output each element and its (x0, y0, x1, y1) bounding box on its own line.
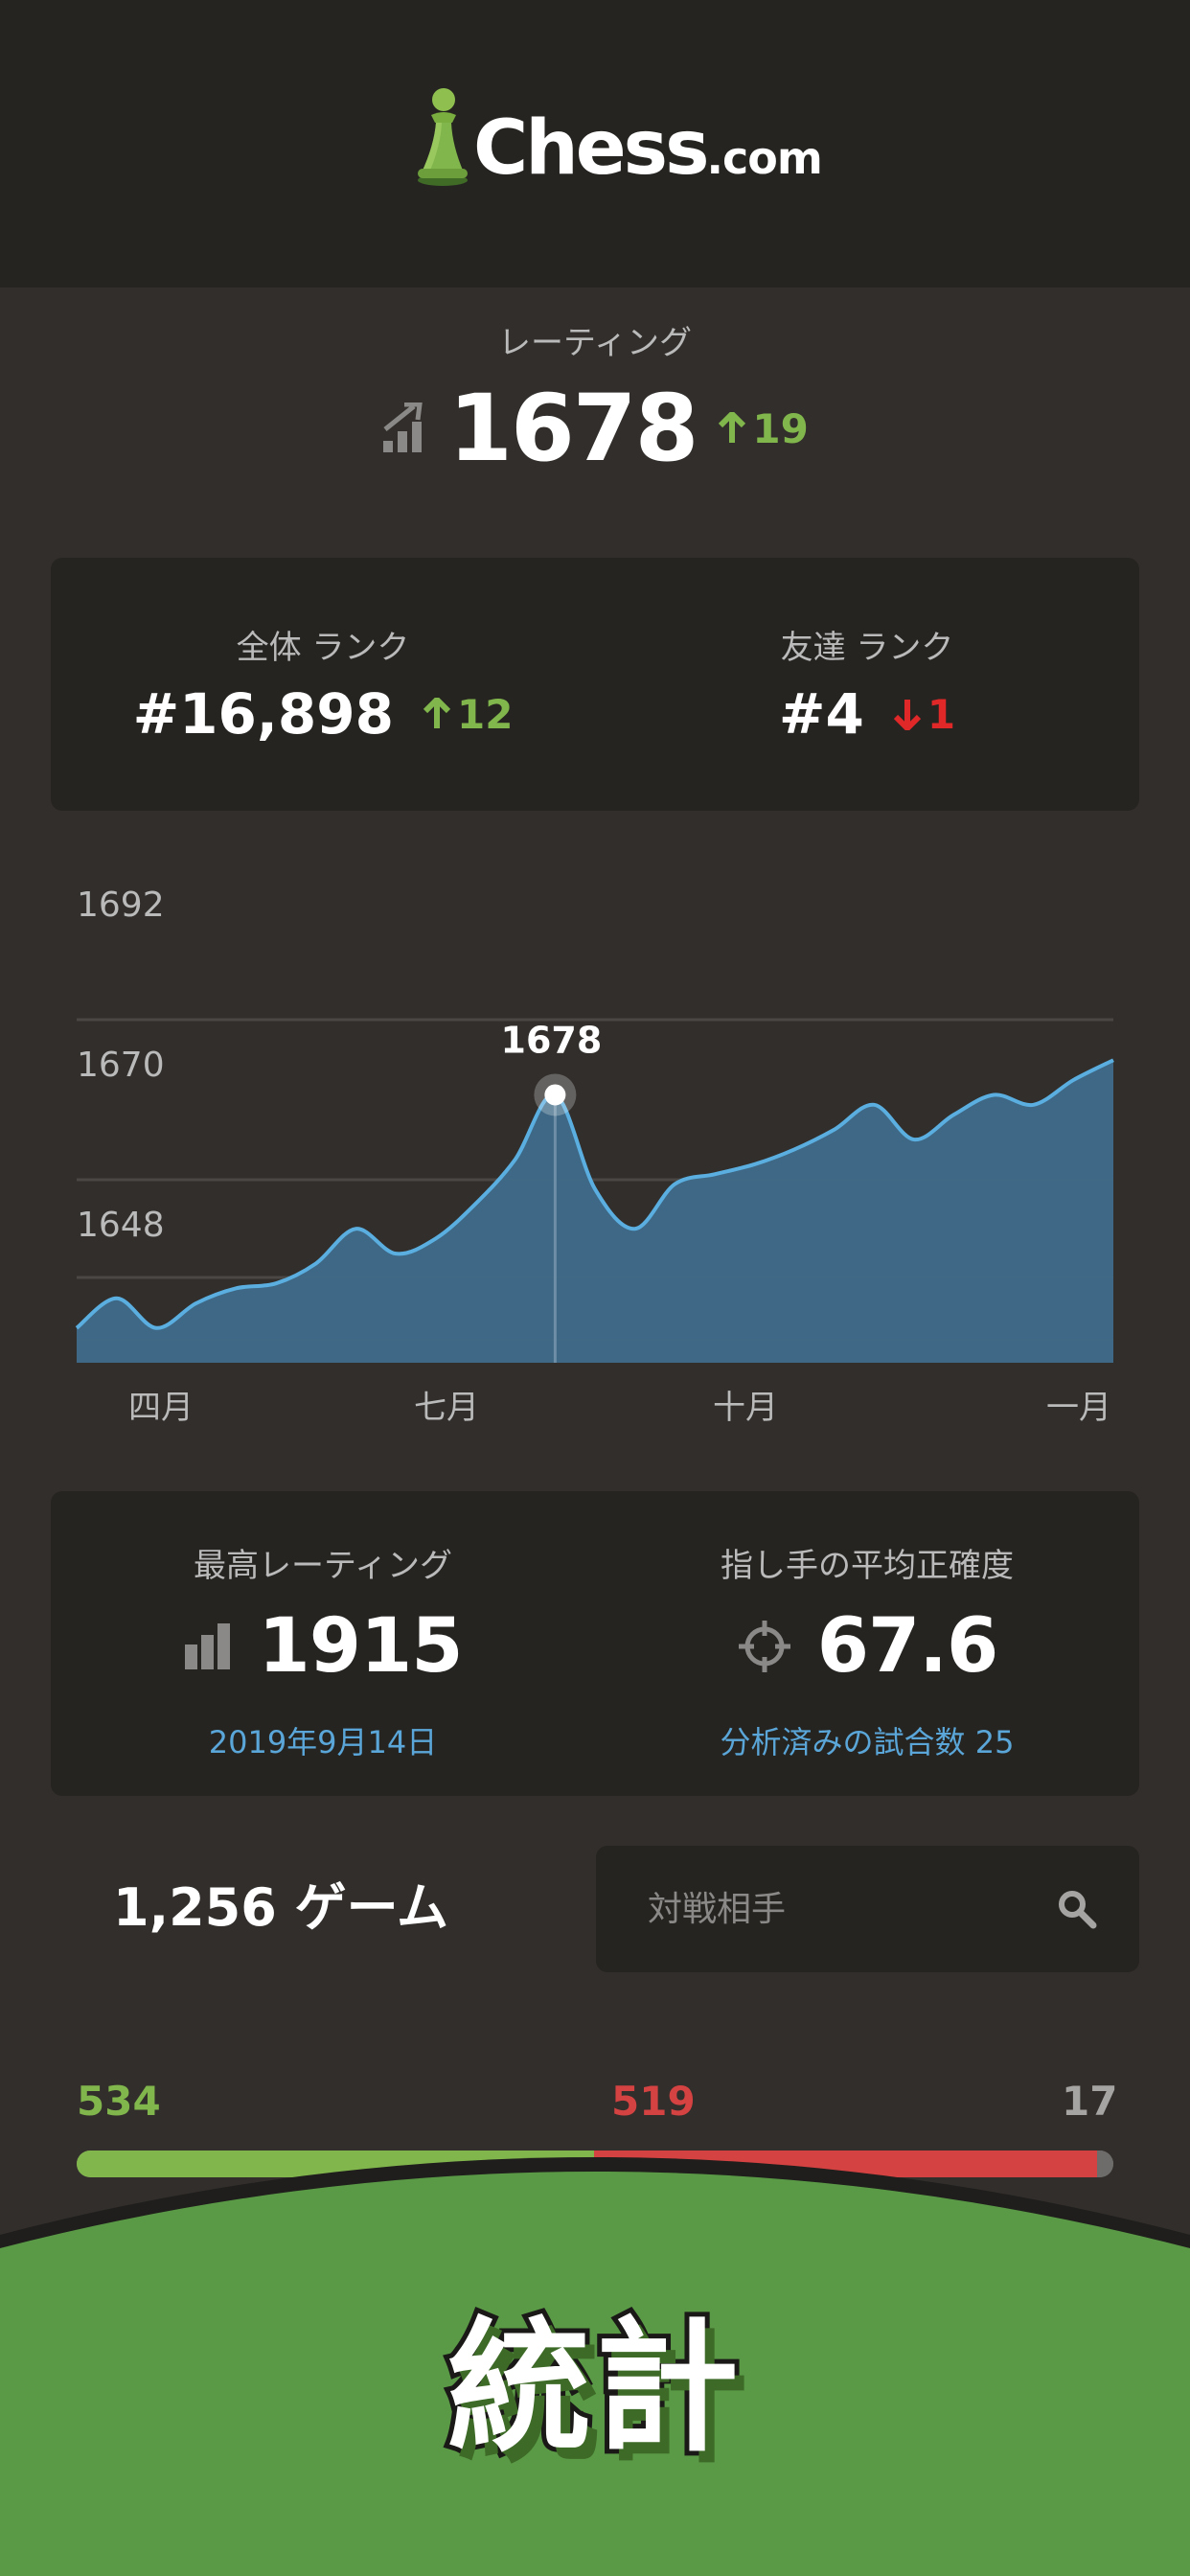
opponent-search-input[interactable] (648, 1889, 1012, 1929)
arrow-up-icon (719, 412, 746, 443)
analyzed-games-count[interactable]: 分析済みの試合数 25 (720, 1724, 1015, 1760)
friends-rank-label: 友達 ランク (780, 629, 954, 667)
best-rating-label: 最高レーティング (194, 1547, 452, 1585)
y-tick-label: 1648 (77, 1206, 165, 1245)
highlight-point (544, 1084, 566, 1106)
rating-change-value: 19 (752, 404, 809, 452)
arrow-up-icon (423, 698, 451, 728)
rank-card: 全体 ランク #16,898 12 友達 ランク #4 1 (51, 558, 1139, 811)
global-rank-label: 全体 ランク (236, 629, 410, 667)
y-tick-label: 1670 (77, 1046, 165, 1085)
promo-title: 統計 (443, 2300, 744, 2476)
rating-history-chart[interactable]: 1692 1670 1648 1678 四月 七月 十月 一月 (0, 834, 1190, 1447)
y-tick-label: 1692 (77, 886, 165, 925)
rating-area (77, 1060, 1113, 1363)
logo-text-main: Chess (473, 105, 710, 192)
rating-chart-svg[interactable]: 1692 1670 1648 1678 四月 七月 十月 一月 (0, 834, 1190, 1447)
games-count: 1,256 ゲーム (113, 1877, 448, 1938)
best-rating-date[interactable]: 2019年9月14日 (208, 1724, 438, 1760)
draws-count: 17 (1062, 2078, 1118, 2125)
arrow-down-icon (893, 700, 921, 730)
global-rank-change: 12 (423, 691, 513, 738)
stats-card: 最高レーティング 1915 2019年9月14日 指し手の平均正確度 67.6 … (51, 1491, 1139, 1796)
draws-bar-segment (1096, 2150, 1113, 2177)
trend-up-icon (383, 402, 423, 452)
rating-label: レーティング (498, 324, 692, 362)
average-accuracy[interactable]: 指し手の平均正確度 67.6 分析済みの試合数 25 (595, 1539, 1139, 1762)
best-rating-row: 1915 (51, 1603, 595, 1690)
logo-text-domain: .com (706, 132, 823, 184)
x-tick-label: 十月 (713, 1389, 778, 1427)
current-rating: レーティング 1678 19 (0, 316, 1190, 482)
accuracy-label: 指し手の平均正確度 (721, 1547, 1014, 1585)
search-icon[interactable] (1057, 1889, 1097, 1929)
global-rank-value: #16,898 (132, 681, 394, 747)
pawn-logo-icon (418, 88, 468, 186)
accuracy-value: 67.6 (816, 1603, 998, 1690)
wins-count: 534 (77, 2078, 161, 2125)
x-tick-label: 四月 (128, 1389, 194, 1427)
x-tick-label: 一月 (1046, 1389, 1111, 1427)
bar-chart-icon (185, 1623, 231, 1669)
global-rank[interactable]: 全体 ランク #16,898 12 (51, 621, 595, 747)
logo-wordmark: Chess.com (473, 111, 823, 186)
rating-change: 19 (718, 404, 809, 452)
rating-row: 1678 19 (0, 375, 1190, 482)
rating-value: 1678 (448, 375, 698, 482)
global-rank-row: #16,898 12 (51, 681, 595, 747)
friends-rank[interactable]: 友達 ランク #4 1 (595, 621, 1139, 747)
app-header: Chess.com (0, 0, 1190, 288)
losses-count: 519 (611, 2078, 696, 2125)
highlight-label: 1678 (501, 1019, 603, 1061)
friends-rank-change-value: 1 (927, 690, 956, 738)
chess-com-logo[interactable]: Chess.com (414, 80, 823, 186)
friends-rank-value: #4 (778, 681, 864, 747)
promo-banner-background (0, 2157, 1190, 2576)
global-rank-change-value: 12 (456, 690, 514, 738)
crosshair-icon (738, 1621, 790, 1672)
best-rating[interactable]: 最高レーティング 1915 2019年9月14日 (51, 1539, 595, 1762)
rating-line (75, 1058, 1114, 1330)
x-tick-label: 七月 (414, 1389, 479, 1427)
accuracy-row: 67.6 (595, 1603, 1139, 1690)
friends-rank-change: 1 (893, 691, 955, 738)
friends-rank-row: #4 1 (595, 681, 1139, 747)
best-rating-value: 1915 (258, 1603, 463, 1690)
opponent-search[interactable] (596, 1846, 1139, 1972)
